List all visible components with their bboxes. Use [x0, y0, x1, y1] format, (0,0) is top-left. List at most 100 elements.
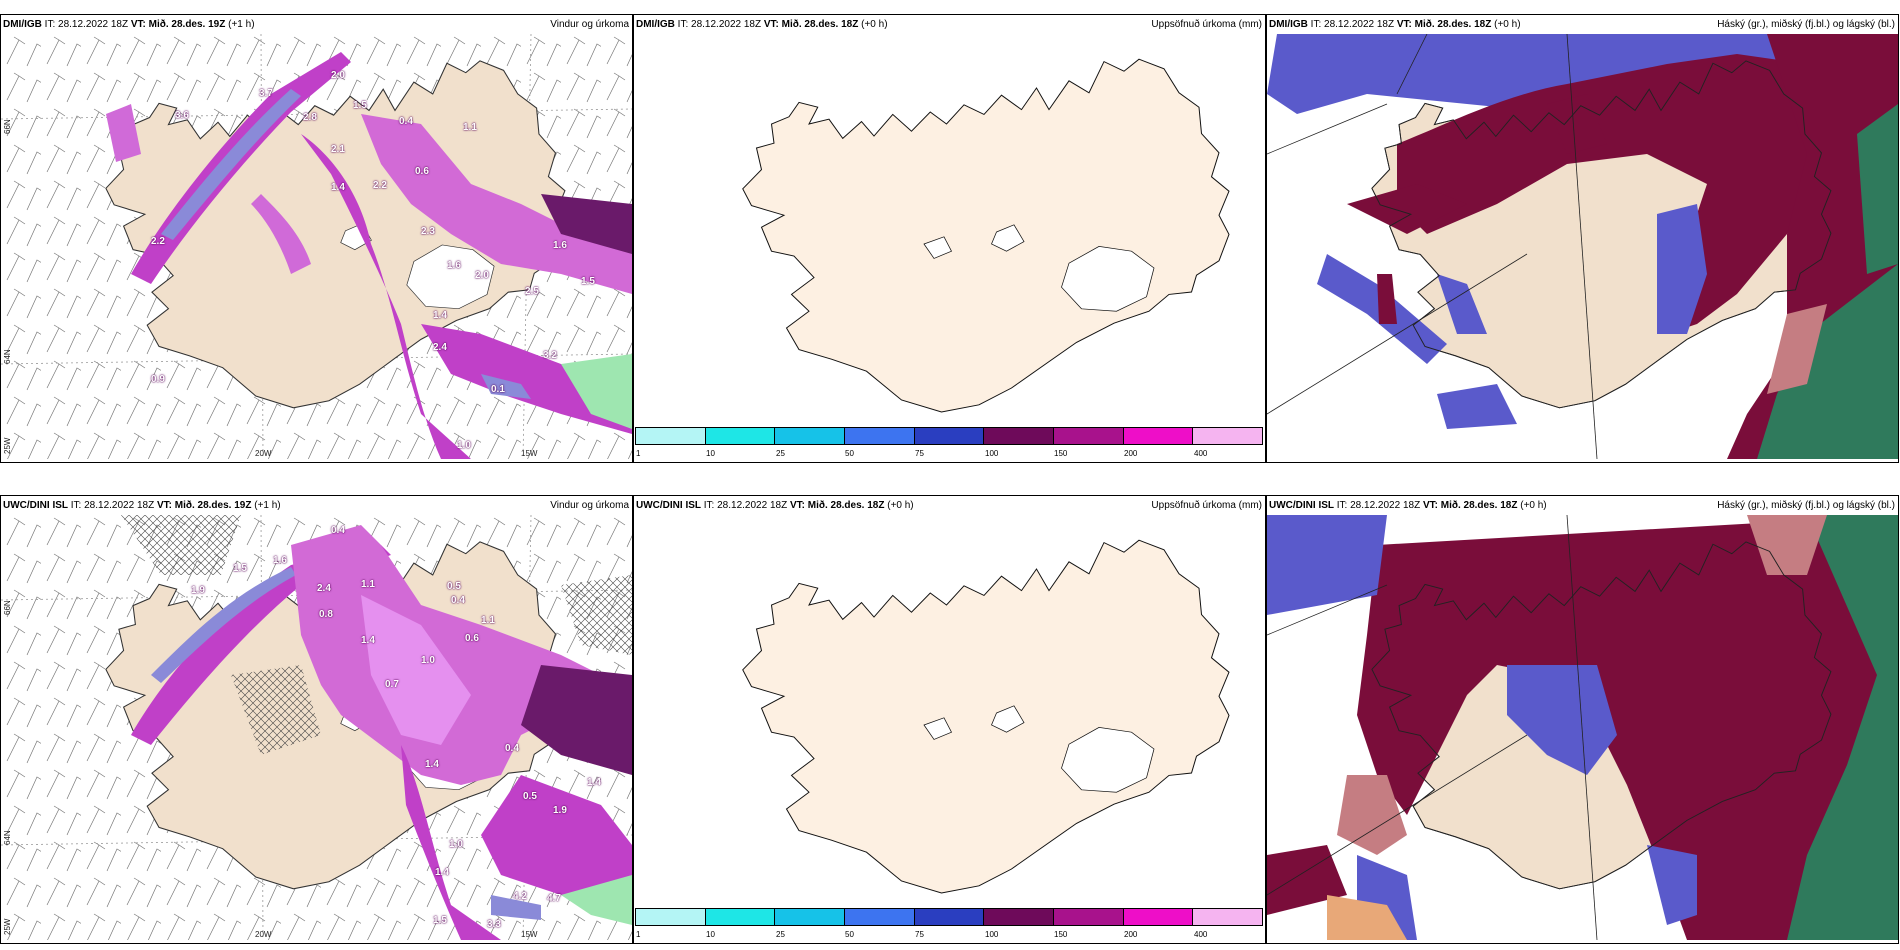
valid-time: Mið. 28.des. 18Z — [1440, 500, 1518, 511]
colorbar-segment — [635, 427, 706, 445]
colorbar-tick: 75 — [915, 930, 924, 939]
map-area: 66N 64N 25W 20W 15W 0.4 1.6 1.5 1.9 2.4 … — [1, 515, 632, 940]
map-svg — [742, 58, 1230, 413]
lon-label-25: 25W — [3, 437, 12, 454]
lead-time: (+1 h) — [254, 500, 281, 511]
colorbar-tick: 25 — [776, 930, 785, 939]
vt-label: VT: — [156, 500, 172, 511]
colorbar-tick: 10 — [706, 449, 715, 458]
precip-value: 1.6 — [553, 240, 567, 251]
precip-value: 1.4 — [587, 777, 601, 788]
it-label: IT: — [70, 500, 82, 511]
precip-value: 1.9 — [553, 805, 567, 816]
lon-label-15: 15W — [521, 930, 538, 939]
precip-value: 2.0 — [475, 270, 489, 281]
precip-value: 3.3 — [487, 919, 501, 930]
product-title: Uppsöfnuð úrkoma (mm) — [1151, 19, 1262, 30]
precip-value: 2.1 — [331, 144, 345, 155]
colorbar-segment — [635, 908, 706, 926]
precip-value: 0.7 — [385, 679, 399, 690]
colorbar — [635, 908, 1264, 928]
precip-value: 3.6 — [175, 110, 189, 121]
map-svg — [742, 539, 1230, 894]
precip-value: 0.6 — [465, 633, 479, 644]
precip-value: 4.2 — [513, 891, 527, 902]
panel-uwc-accumulated: UWC/DINI ISL IT: 28.12.2022 18Z VT: Mið.… — [633, 495, 1266, 944]
colorbar-segment — [844, 908, 915, 926]
precip-value: 2.4 — [317, 583, 331, 594]
precip-value: 1.0 — [449, 839, 463, 850]
precip-value: 1.4 — [361, 635, 375, 646]
lat-label-64: 64N — [3, 349, 12, 364]
valid-time: Mið. 28.des. 18Z — [781, 19, 859, 30]
precip-value: 1.5 — [433, 915, 447, 926]
precip-value: 1.4 — [425, 759, 439, 770]
precip-value: 1.9 — [191, 585, 205, 596]
colorbar-tick: 100 — [985, 449, 999, 458]
valid-time: Mið. 28.des. 18Z — [1414, 19, 1492, 30]
panel-header: UWC/DINI ISL IT: 28.12.2022 18Z VT: Mið.… — [1269, 499, 1895, 513]
colorbar-segment — [983, 908, 1055, 926]
valid-time: Mið. 28.des. 19Z — [174, 500, 252, 511]
colorbar-segment — [1192, 908, 1264, 926]
init-time: 28.12.2022 18Z — [58, 19, 129, 30]
colorbar-tick: 150 — [1054, 930, 1068, 939]
product-title: Uppsöfnuð úrkoma (mm) — [1151, 500, 1262, 511]
colorbar-tick: 75 — [915, 449, 924, 458]
precip-value: 2.2 — [151, 236, 165, 247]
model-name: DMI/IGB — [3, 19, 42, 30]
precip-value: 0.4 — [399, 116, 413, 127]
it-label: IT: — [44, 19, 56, 30]
colorbar-tick: 1 — [636, 449, 641, 458]
precip-value: 0.4 — [451, 595, 465, 606]
it-label: IT: — [1336, 500, 1348, 511]
precip-value: 2.0 — [331, 70, 345, 81]
lon-label-15: 15W — [521, 449, 538, 458]
precip-value: 2.5 — [525, 286, 539, 297]
colorbar-tick: 50 — [845, 449, 854, 458]
lat-label-66: 66N — [3, 600, 12, 615]
precip-value: 3.7 — [259, 88, 273, 99]
map-area — [1267, 515, 1898, 940]
colorbar-tick: 100 — [985, 930, 999, 939]
precip-value: 4.7 — [547, 893, 561, 904]
colorbar-segment — [774, 908, 846, 926]
colorbar-segment — [704, 908, 776, 926]
panel-uwc-clouds: UWC/DINI ISL IT: 28.12.2022 18Z VT: Mið.… — [1266, 495, 1899, 944]
panel-header: UWC/DINI ISL IT: 28.12.2022 18Z VT: Mið.… — [636, 499, 1262, 513]
precip-value: 0.8 — [319, 609, 333, 620]
precip-value: 1.5 — [353, 100, 367, 111]
colorbar-tick: 200 — [1124, 930, 1138, 939]
panel-dmi-clouds: DMI/IGB IT: 28.12.2022 18Z VT: Mið. 28.d… — [1266, 14, 1899, 463]
valid-time: Mið. 28.des. 19Z — [148, 19, 226, 30]
precip-value: 1.5 — [233, 563, 247, 574]
colorbar-tick: 200 — [1124, 449, 1138, 458]
precip-value: 0.5 — [447, 581, 461, 592]
colorbar-segment — [774, 427, 846, 445]
precip-value: 0.9 — [151, 374, 165, 385]
lead-time: (+0 h) — [1520, 500, 1547, 511]
vt-label: VT: — [1396, 19, 1412, 30]
colorbar-segment — [1122, 427, 1194, 445]
it-label: IT: — [703, 500, 715, 511]
colorbar-tick: 1 — [636, 930, 641, 939]
init-time: 28.12.2022 18Z — [84, 500, 155, 511]
lead-time: (+0 h) — [887, 500, 914, 511]
map-area — [634, 34, 1265, 459]
valid-time: Mið. 28.des. 18Z — [807, 500, 885, 511]
precip-value: 1.6 — [273, 555, 287, 566]
precip-value: 1.5 — [581, 276, 595, 287]
precip-value: 2.2 — [373, 180, 387, 191]
colorbar-segment — [1122, 908, 1194, 926]
colorbar-tick: 25 — [776, 449, 785, 458]
colorbar-segment — [983, 427, 1055, 445]
map-area — [1267, 34, 1898, 459]
lat-label-64: 64N — [3, 830, 12, 845]
panel-header: DMI/IGB IT: 28.12.2022 18Z VT: Mið. 28.d… — [3, 18, 629, 32]
precip-value: 2.3 — [421, 226, 435, 237]
precip-value: 0.4 — [505, 743, 519, 754]
map-svg — [1, 515, 632, 940]
it-label: IT: — [1310, 19, 1322, 30]
map-area — [634, 515, 1265, 940]
product-title: Háský (gr.), miðský (fj.bl.) og lágský (… — [1717, 19, 1895, 30]
